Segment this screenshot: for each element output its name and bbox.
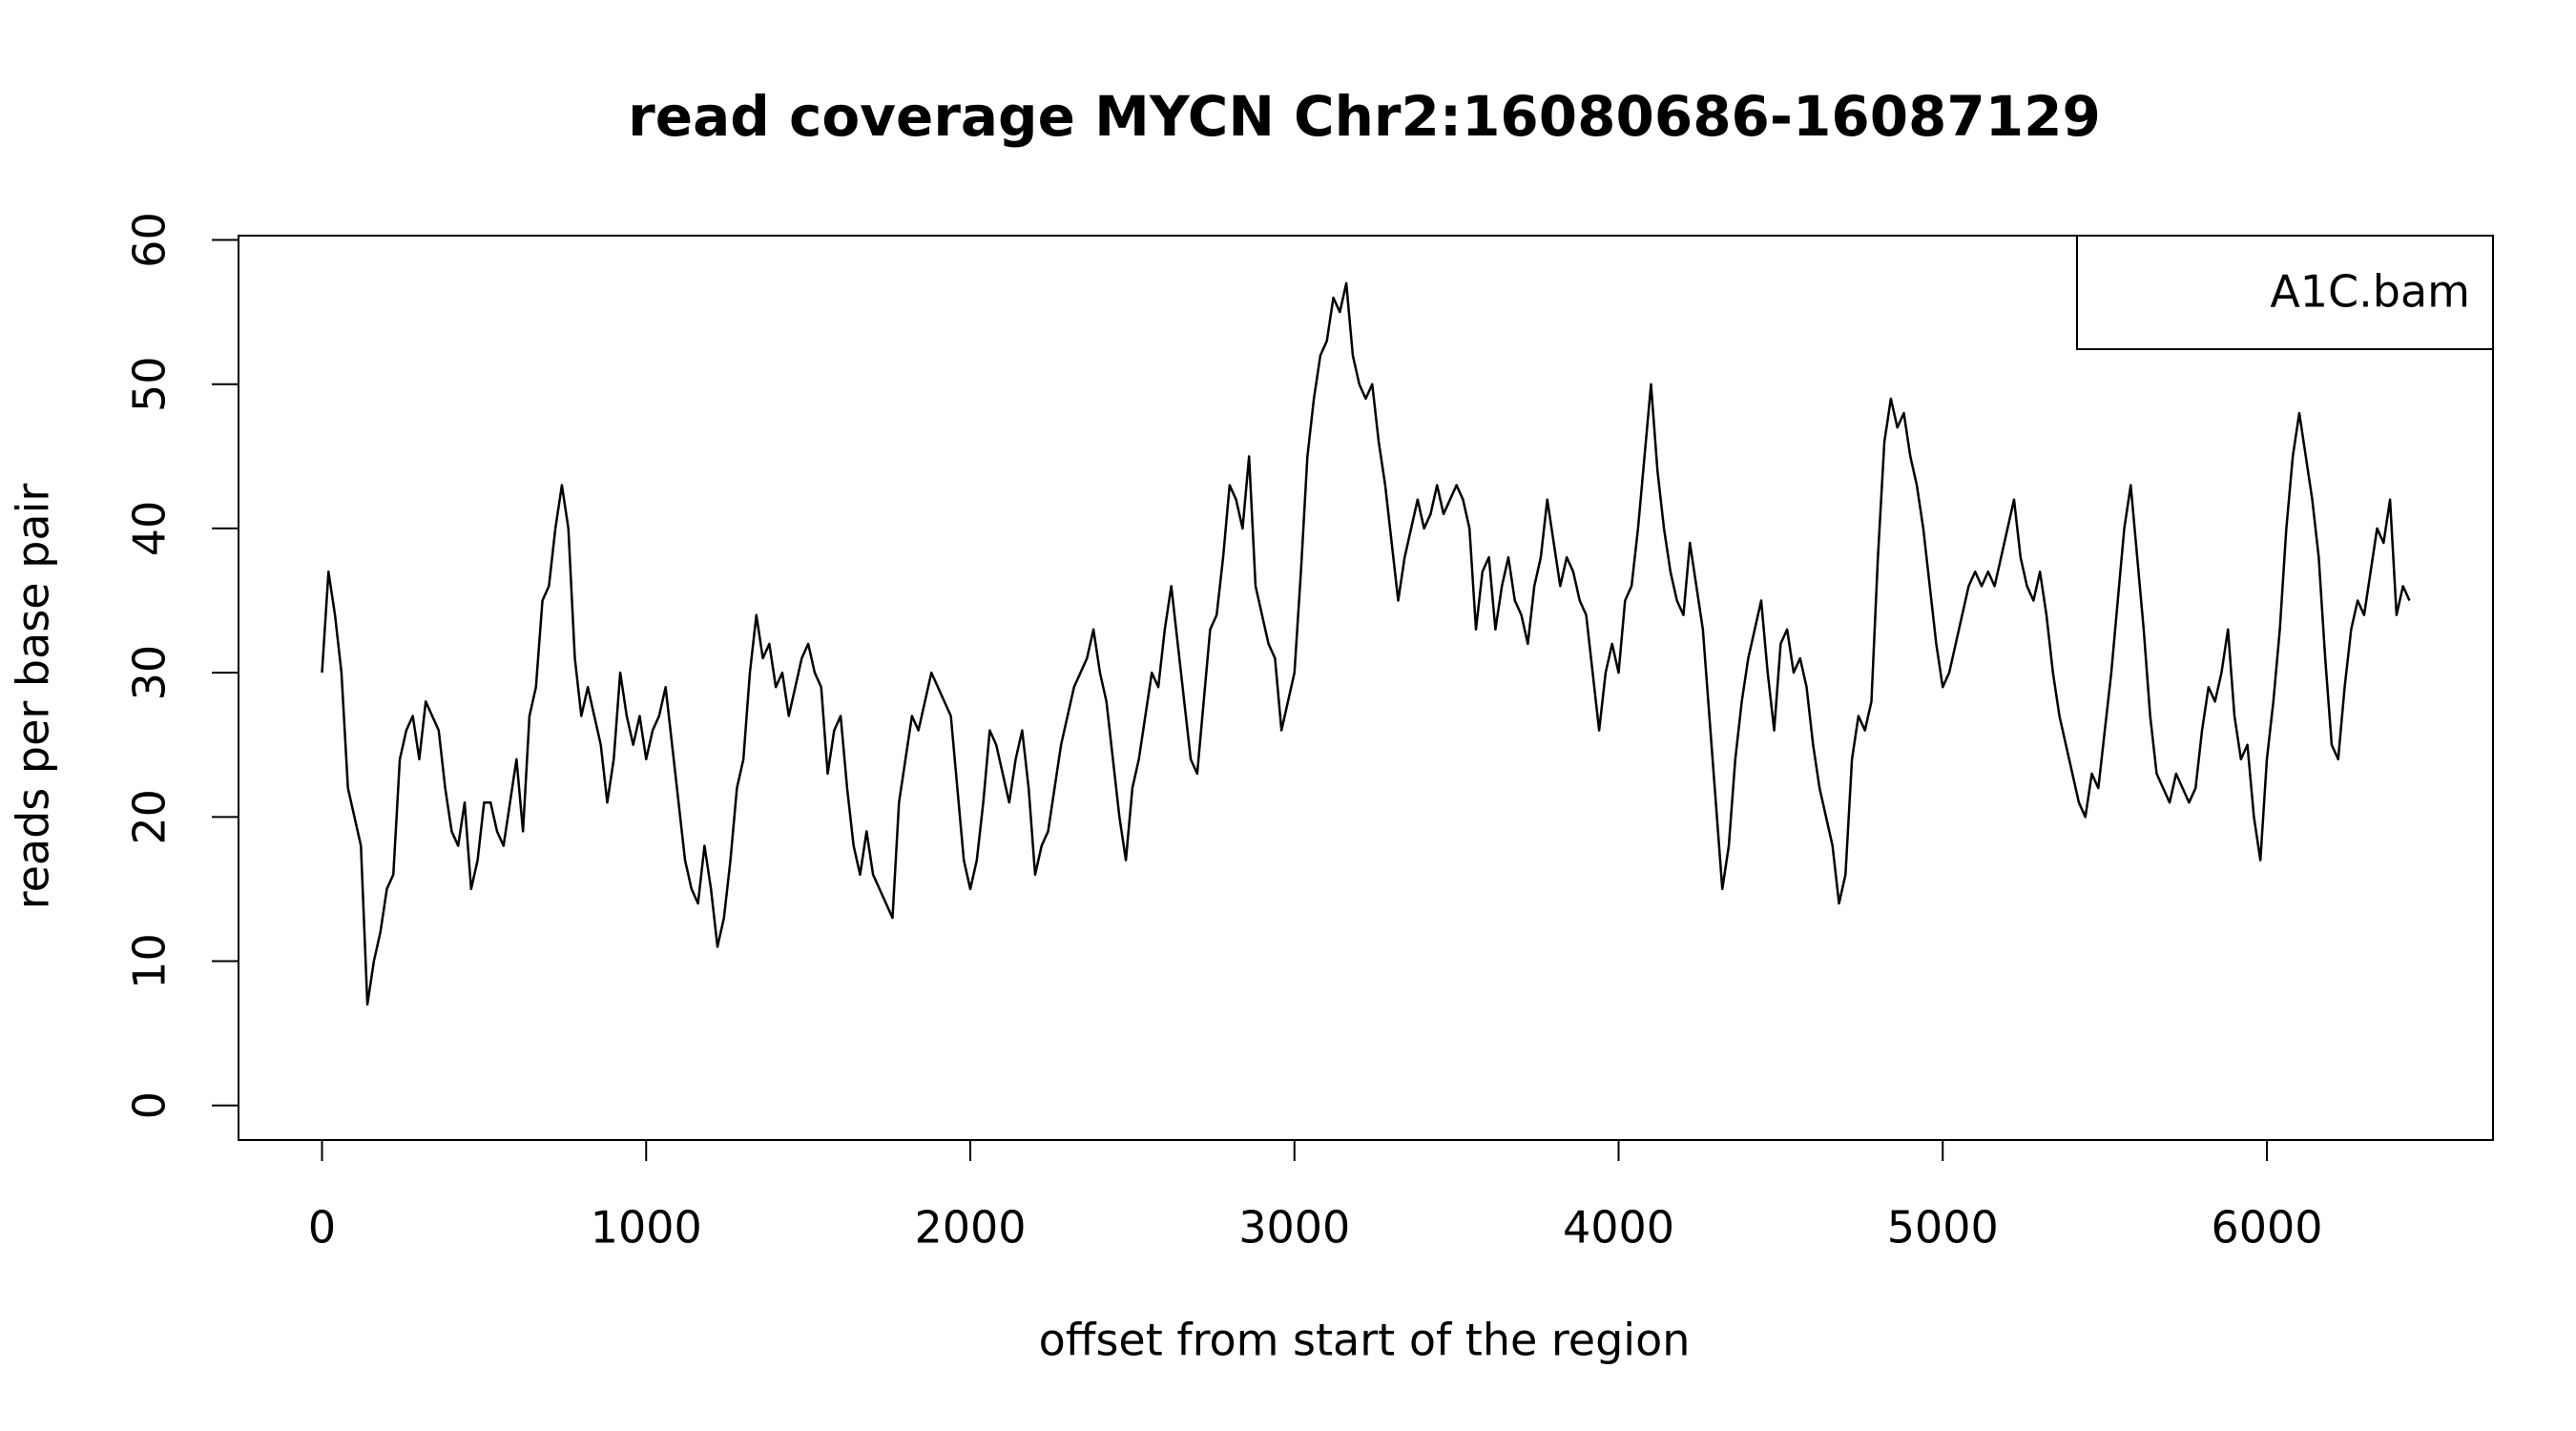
x-tick-label: 3000 [1238,1202,1350,1254]
y-tick-label: 50 [124,356,176,412]
chart-title: read coverage MYCN Chr2:16080686-1608712… [628,84,2101,149]
y-tick-label: 40 [124,501,176,557]
x-tick-label: 0 [308,1202,336,1254]
y-tick-label: 0 [124,1091,176,1119]
y-tick-label: 60 [124,212,176,268]
legend-box [2076,235,2494,350]
plot-frame [238,235,2494,1141]
x-tick-label: 1000 [591,1202,702,1254]
y-tick-label: 10 [124,933,176,989]
x-tick-label: 4000 [1563,1202,1674,1254]
x-tick-label: 2000 [914,1202,1026,1254]
y-tick-label: 20 [124,789,176,845]
legend-label: A1C.bam [2270,266,2470,318]
x-tick-label: 6000 [2211,1202,2322,1254]
x-tick-label: 5000 [1887,1202,1999,1254]
coverage-line [321,281,2411,1006]
y-tick-label: 30 [124,645,176,701]
x-axis-title: offset from start of the region [1039,1315,1691,1366]
y-axis-title: reads per base pair [8,484,59,910]
